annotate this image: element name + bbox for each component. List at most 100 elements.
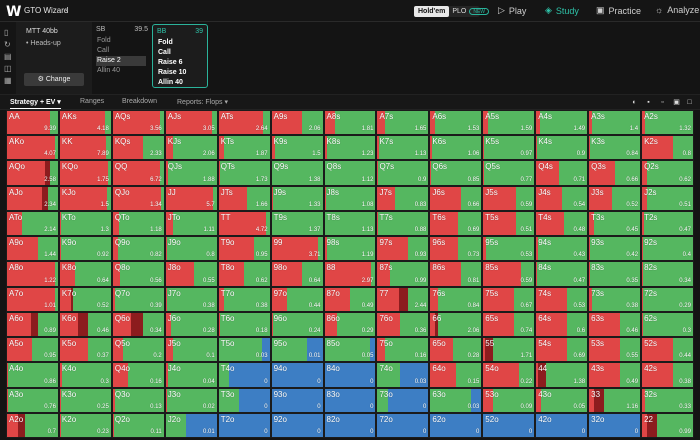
hand-cell[interactable]: KJo 1.5 [58,185,112,211]
hand-cell[interactable]: K6o 0.46 [58,311,112,338]
hand-cell[interactable]: KTs 1.87 [217,135,271,161]
hand-cell[interactable]: 22 0.99 [641,412,694,438]
hand-cell[interactable]: KTo 1.3 [58,210,112,237]
nav-play[interactable]: ▷ Play [498,5,526,16]
hand-cell[interactable]: T6o 0.18 [217,311,271,338]
tab-reports[interactable]: Reports: Flops ▾ [177,98,228,106]
hand-cell[interactable]: A8s 1.81 [323,110,377,136]
hand-cell[interactable]: J9o 0.8 [164,236,218,262]
hand-cell[interactable]: A9o 1.44 [6,236,59,262]
hand-cell[interactable]: Q4o 0.16 [111,362,165,388]
hand-cell[interactable]: 62o 0 [429,412,483,438]
hand-cell[interactable]: T7s 0.88 [376,210,430,237]
hand-cell[interactable]: 96o 0.24 [270,311,324,338]
hand-cell[interactable]: Q8s 1.12 [323,160,377,186]
hand-cell[interactable]: QTs 1.73 [217,160,271,186]
hand-cell[interactable]: K7o 0.52 [58,286,112,312]
hand-cell[interactable]: 63s 0.46 [588,311,642,338]
hand-cell[interactable]: J3o 0.02 [164,387,218,413]
hand-cell[interactable]: 52s 0.44 [641,337,694,363]
hand-cell[interactable]: A6s 1.53 [429,110,483,136]
hand-cell[interactable]: 42s 0.38 [641,362,694,388]
game-plo-button[interactable]: PLO [452,8,467,15]
hand-cell[interactable]: 92o 0 [270,412,324,438]
hand-cell[interactable]: AJo 2.34 [6,185,59,211]
hand-cell[interactable]: 86o 0.29 [323,311,377,338]
hand-cell[interactable]: 97o 0.44 [270,286,324,312]
hand-cell[interactable]: 72s 0.29 [641,286,694,312]
hand-cell[interactable]: 42o 0 [535,412,589,438]
hand-cell[interactable]: K4s 0.9 [535,135,589,161]
grid-icon[interactable]: ▦ [4,76,12,85]
hand-cell[interactable]: T9s 1.37 [270,210,324,237]
view-medium-icon[interactable]: ▫ [661,99,664,106]
hand-cell[interactable]: A7s 1.65 [376,110,430,136]
hand-cell[interactable]: J5o 0.1 [164,337,218,363]
hand-cell[interactable]: 75o 0.16 [376,337,430,363]
save-icon[interactable]: ▤ [4,52,12,61]
hand-cell[interactable]: 83o 0 [323,387,377,413]
hand-cell[interactable]: 75s 0.67 [482,286,536,312]
hand-cell[interactable]: 85s 0.59 [482,261,536,287]
hand-cell[interactable]: KQo 1.75 [58,160,112,186]
hand-cell[interactable]: A6o 0.89 [6,311,59,338]
hand-cell[interactable]: T4o 0 [217,362,271,388]
view-small-icon[interactable]: ▪ [647,99,650,106]
hand-cell[interactable]: 99 3.71 [270,236,324,262]
hand-cell[interactable]: AJs 3.05 [164,110,218,136]
hand-cell[interactable]: 65s 0.74 [482,311,536,338]
hand-cell[interactable]: 86s 0.81 [429,261,483,287]
hand-cell[interactable]: Q9s 1.38 [270,160,324,186]
hand-cell[interactable]: K4o 0.3 [58,362,112,388]
hand-cell[interactable]: 83s 0.35 [588,261,642,287]
hand-cell[interactable]: Q5o 0.2 [111,337,165,363]
nav-practice[interactable]: ▣ Practice [596,5,641,16]
hand-cell[interactable]: 76s 0.84 [429,286,483,312]
hand-cell[interactable]: T9o 0.95 [217,236,271,262]
hand-cell[interactable]: T3s 0.45 [588,210,642,237]
hand-cell[interactable]: 32o 0 [588,412,642,438]
hand-cell[interactable]: T5s 0.51 [482,210,536,237]
nav-study[interactable]: ◈ Study [545,5,579,16]
hand-cell[interactable]: Q2o 0.11 [111,412,165,438]
hand-cell[interactable]: 84s 0.47 [535,261,589,287]
hand-cell[interactable]: 72o 0 [376,412,430,438]
hand-cell[interactable]: AA 9.39 [6,110,59,136]
hand-cell[interactable]: J2s 0.51 [641,185,694,211]
hand-cell[interactable]: J7s 0.83 [376,185,430,211]
hand-cell[interactable]: 54o 0.22 [482,362,536,388]
hand-cell[interactable]: T2o 0 [217,412,271,438]
hand-cell[interactable]: AQs 3.56 [111,110,165,136]
hand-cell[interactable]: QJs 1.88 [164,160,218,186]
hand-cell[interactable]: 32s 0.33 [641,387,694,413]
hand-cell[interactable]: 54s 0.69 [535,337,589,363]
tab-ranges[interactable]: Ranges [80,98,105,105]
hand-cell[interactable]: A5o 0.95 [6,337,59,363]
hand-cell[interactable]: 64o 0.15 [429,362,483,388]
hand-cell[interactable]: KJs 2.06 [164,135,218,161]
chevron-down-icon[interactable]: ⌄ [63,4,70,13]
hand-cell[interactable]: A2s 1.32 [641,110,694,136]
hand-cell[interactable]: J5s 0.59 [482,185,536,211]
hand-cell[interactable]: QTo 1.18 [111,210,165,237]
hand-cell[interactable]: J8o 0.55 [164,261,218,287]
action-raise-10[interactable]: Raise 10 [158,69,187,76]
hand-cell[interactable]: K2o 0.23 [58,412,112,438]
hand-cell[interactable]: T8s 1.13 [323,210,377,237]
action-call[interactable]: Call [158,49,171,56]
hand-cell[interactable]: 52o 0 [482,412,536,438]
hand-cell[interactable]: 77 2.44 [376,286,430,312]
action-allin[interactable]: Allin 40 [97,67,120,74]
change-button[interactable]: ⚙ Change [24,73,84,86]
hand-cell[interactable]: A5s 1.59 [482,110,536,136]
bookmark-icon[interactable]: ▯ [4,28,9,37]
hand-cell[interactable]: K9s 1.5 [270,135,324,161]
hand-cell[interactable]: 92s 0.4 [641,236,694,262]
hand-cell[interactable]: J6s 0.66 [429,185,483,211]
gamepad-icon[interactable]: ◫ [4,64,12,73]
action-raise-6[interactable]: Raise 6 [158,59,183,66]
hand-cell[interactable]: QQ 6.72 [111,160,165,186]
hand-cell[interactable]: 43o 0.05 [535,387,589,413]
hand-cell[interactable]: 55 1.71 [482,337,536,363]
hand-cell[interactable]: KK 7.89 [58,135,112,161]
